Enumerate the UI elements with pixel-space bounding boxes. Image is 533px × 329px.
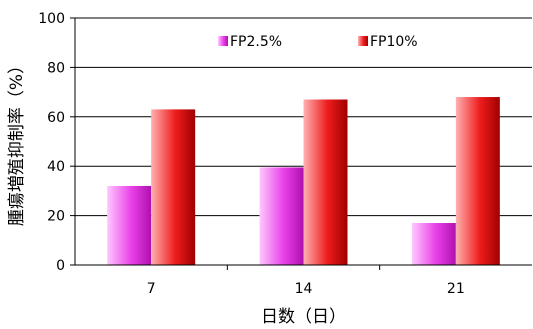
y-tick-label: 100 bbox=[38, 11, 65, 27]
legend: FP2.5% FP10% bbox=[218, 34, 418, 50]
x-tick-label-14: 14 bbox=[295, 281, 313, 297]
y-tick-label: 0 bbox=[56, 258, 65, 274]
bar-FP10%-7 bbox=[151, 109, 196, 265]
y-axis-label: 腫瘍増殖抑制率（%） bbox=[7, 57, 27, 226]
x-tick-label-7: 7 bbox=[147, 281, 156, 297]
bar-FP2.5%-7 bbox=[107, 185, 152, 265]
bars bbox=[107, 97, 500, 265]
x-axis-label: 日数（日） bbox=[261, 307, 346, 327]
legend-label-FP10%: FP10% bbox=[370, 34, 418, 50]
legend-swatch-FP10% bbox=[358, 36, 368, 46]
x-tick-label-21: 21 bbox=[447, 281, 465, 297]
y-tick-label: 20 bbox=[47, 209, 65, 225]
bar-FP2.5%-14 bbox=[259, 167, 304, 265]
legend-swatch-FP2.5% bbox=[218, 36, 228, 46]
y-tick-label: 60 bbox=[47, 110, 65, 126]
tick-labels: 0 20 40 60 80 100 7 14 21 bbox=[38, 11, 464, 297]
y-tick-label: 80 bbox=[47, 60, 65, 76]
bar-FP10%-21 bbox=[455, 97, 500, 265]
bar-FP10%-14 bbox=[303, 99, 348, 265]
bar-FP2.5%-21 bbox=[411, 223, 456, 265]
axes bbox=[70, 17, 532, 270]
legend-label-FP2.5%: FP2.5% bbox=[230, 34, 282, 50]
y-tick-label: 40 bbox=[47, 159, 65, 175]
